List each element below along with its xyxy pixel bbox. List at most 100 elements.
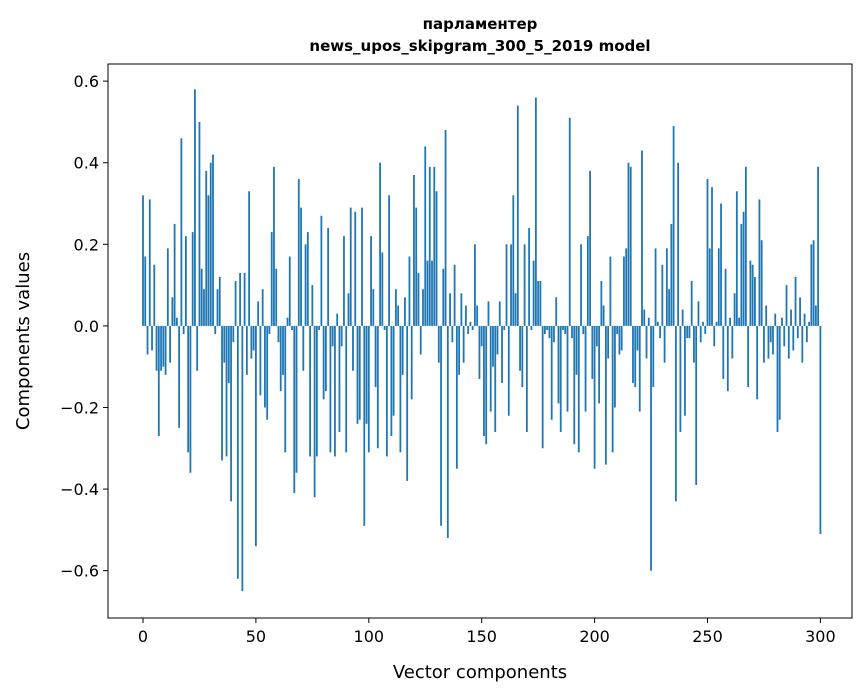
- bar: [227, 325, 230, 384]
- bar: [623, 256, 625, 326]
- bar: [268, 325, 271, 335]
- bar: [419, 325, 422, 355]
- bar: [647, 317, 650, 326]
- bar: [259, 325, 262, 396]
- bar: [410, 325, 413, 400]
- bar: [510, 244, 512, 326]
- bar: [781, 317, 783, 326]
- bar: [577, 325, 580, 453]
- bar: [525, 325, 528, 432]
- bar: [618, 325, 621, 355]
- bar: [729, 317, 731, 326]
- bar: [751, 264, 754, 326]
- bar: [261, 289, 264, 326]
- bar: [367, 325, 370, 453]
- bar: [805, 325, 808, 343]
- bar: [218, 276, 221, 326]
- bar: [677, 162, 680, 326]
- x-tick-label: 50: [246, 627, 266, 646]
- bar: [212, 154, 214, 326]
- bar: [616, 325, 619, 335]
- bar: [654, 248, 657, 326]
- bar: [446, 325, 449, 539]
- bar: [354, 211, 357, 326]
- bars-group: [142, 89, 822, 592]
- bar: [248, 191, 251, 326]
- bar: [264, 325, 266, 408]
- y-axis: −0.6 −0.4 −0.2 0.0 0.2 0.4 0.6: [60, 72, 108, 581]
- bar: [810, 244, 813, 326]
- bar: [401, 325, 404, 375]
- bar: [706, 179, 709, 326]
- bar: [744, 166, 747, 326]
- bar: [277, 325, 280, 343]
- bar: [464, 305, 467, 326]
- bar: [584, 325, 587, 412]
- bar: [336, 313, 339, 326]
- bar: [232, 325, 235, 343]
- x-tick-label: 150: [466, 627, 497, 646]
- bar: [162, 325, 165, 367]
- bar: [512, 195, 515, 326]
- bar: [620, 325, 623, 351]
- bar: [171, 297, 174, 326]
- bar: [455, 325, 458, 469]
- bar: [449, 293, 451, 326]
- bar: [720, 203, 722, 326]
- bar: [632, 325, 634, 384]
- bar: [636, 325, 639, 351]
- bar: [711, 187, 713, 326]
- bar: [659, 325, 661, 339]
- bar: [544, 325, 546, 335]
- bar: [180, 138, 183, 326]
- bar: [442, 268, 445, 326]
- bar: [467, 325, 470, 335]
- bar: [313, 325, 316, 498]
- bar: [665, 248, 668, 326]
- bar: [157, 325, 160, 437]
- bar: [424, 146, 427, 326]
- bar: [189, 325, 192, 473]
- bar: [790, 309, 792, 326]
- bar: [358, 325, 361, 420]
- bar: [225, 325, 228, 457]
- bar: [534, 97, 537, 326]
- bar: [492, 325, 494, 367]
- bar: [250, 325, 253, 359]
- bar: [801, 325, 804, 363]
- bar: [207, 195, 210, 326]
- bar: [494, 325, 497, 432]
- bar: [266, 325, 269, 420]
- bar: [426, 260, 429, 326]
- bar: [169, 325, 171, 363]
- bar: [155, 325, 158, 371]
- bar: [598, 325, 601, 404]
- bar: [376, 325, 379, 449]
- bar: [765, 305, 768, 326]
- bar: [681, 309, 684, 326]
- bar: [304, 244, 307, 326]
- bar: [453, 264, 456, 326]
- bar: [166, 248, 169, 326]
- bar: [749, 260, 752, 326]
- bar: [365, 325, 368, 424]
- bar: [295, 325, 298, 473]
- bar: [589, 170, 591, 326]
- bar: [699, 325, 702, 343]
- bar: [564, 325, 567, 335]
- bar: [329, 325, 332, 453]
- bar: [474, 244, 476, 326]
- bar: [783, 325, 786, 347]
- bar: [568, 117, 571, 326]
- bar: [593, 325, 596, 469]
- bar: [774, 313, 777, 326]
- bar: [471, 325, 474, 330]
- bar: [713, 325, 716, 347]
- bar: [417, 272, 420, 326]
- bar: [684, 325, 686, 416]
- bar: [144, 256, 147, 326]
- bar: [503, 325, 506, 330]
- bar: [580, 244, 582, 326]
- y-tick-label: −0.2: [60, 398, 99, 417]
